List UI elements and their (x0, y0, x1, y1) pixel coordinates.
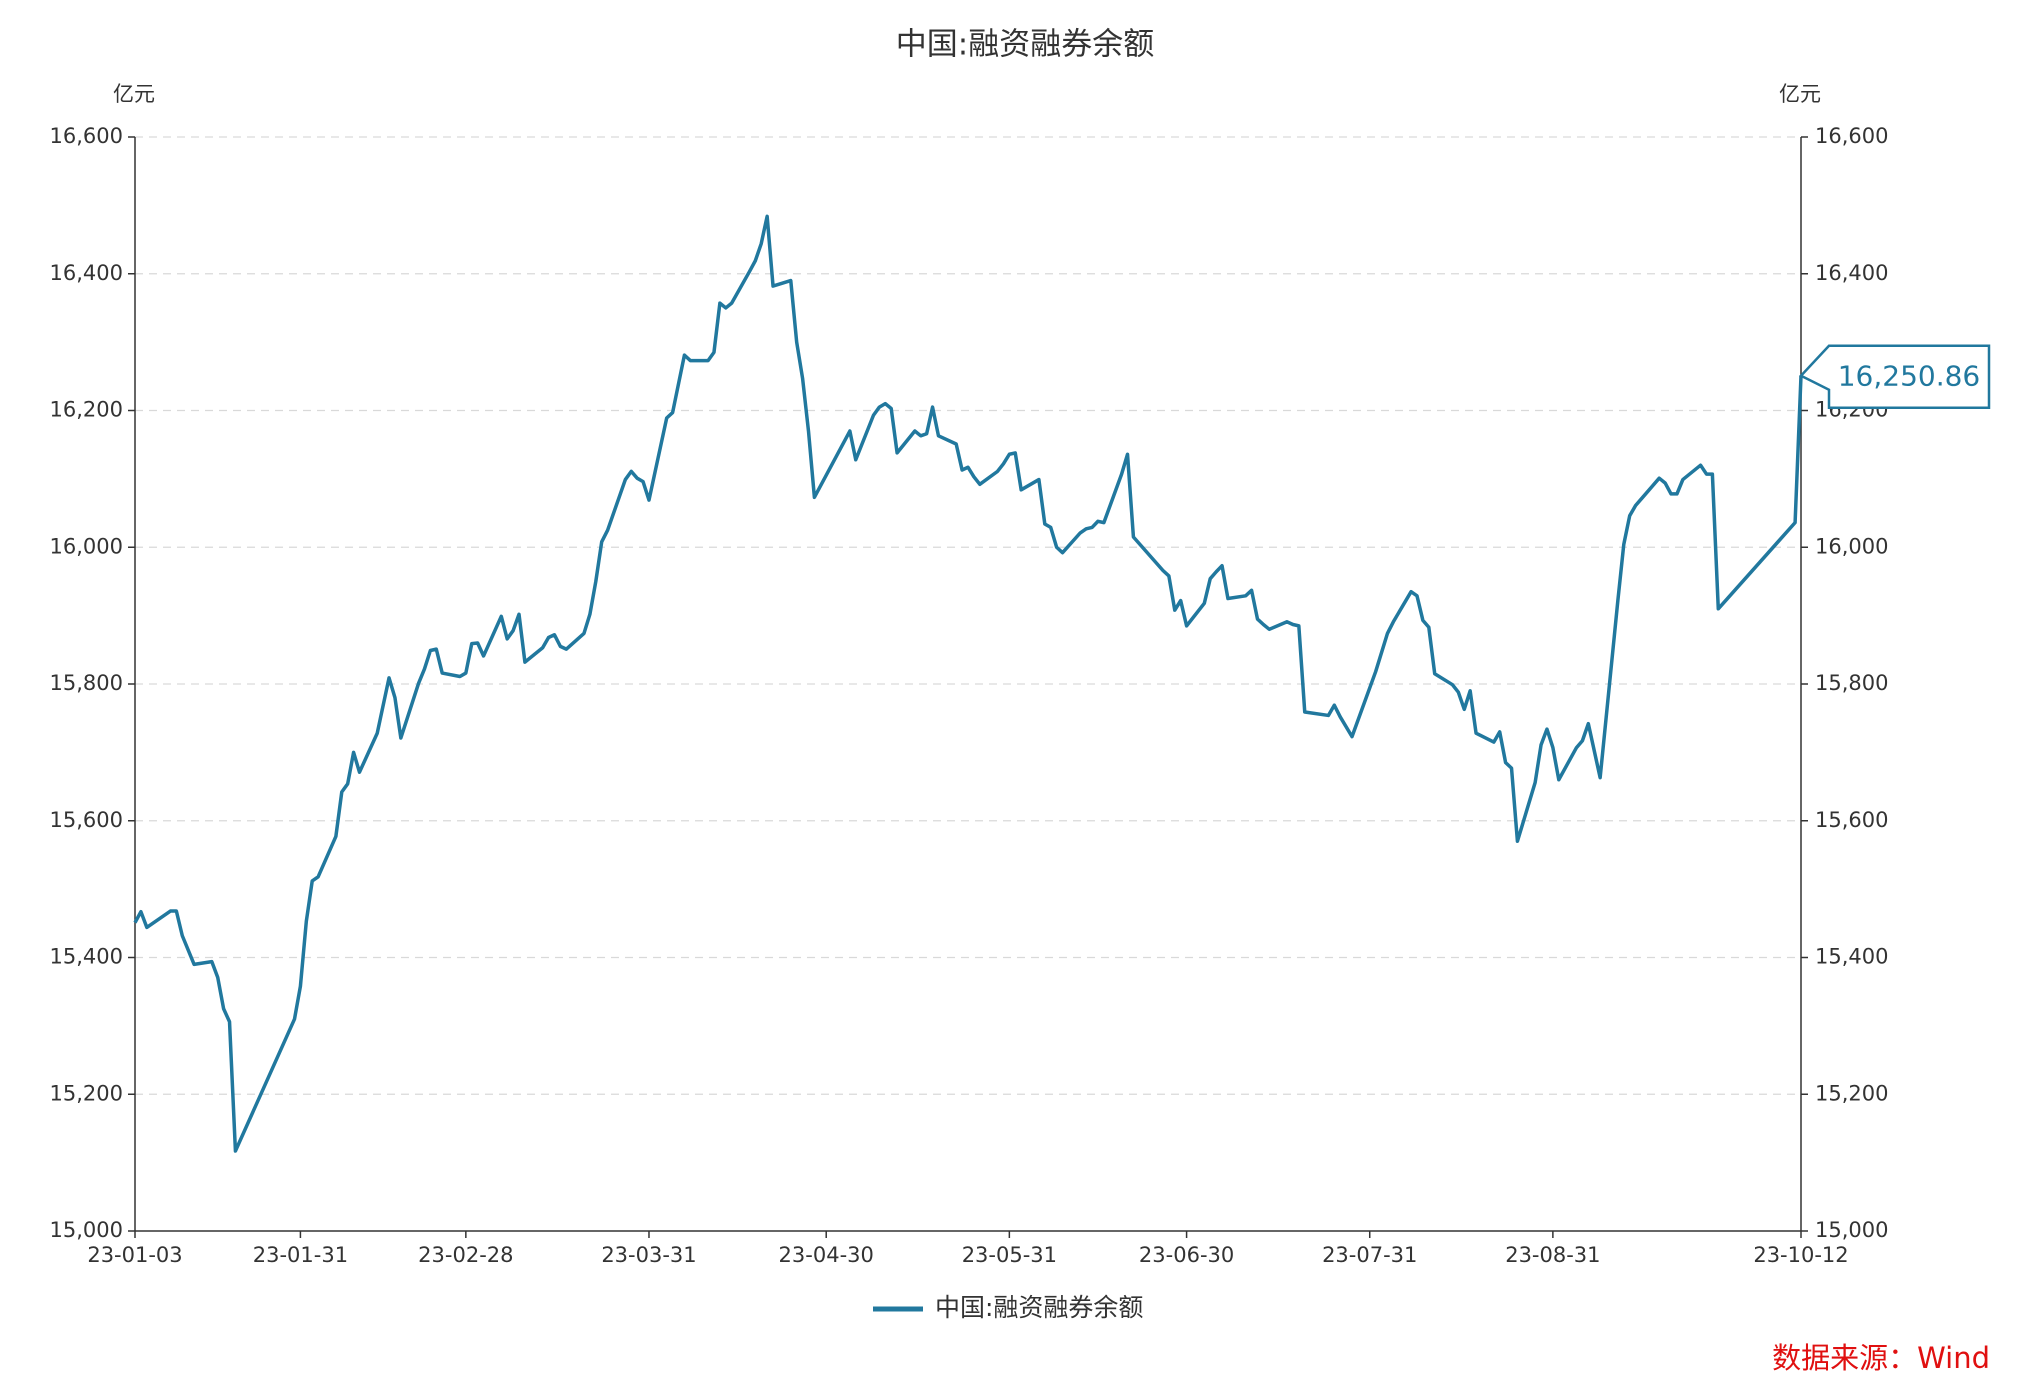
y2-tick-label: 15,400 (1815, 945, 1888, 969)
x-tick-label: 23-07-31 (1322, 1243, 1417, 1267)
x-tick-label: 23-01-03 (87, 1243, 182, 1267)
y2-tick-label: 16,600 (1815, 124, 1888, 148)
x-tick-label: 23-06-30 (1139, 1243, 1234, 1267)
y-tick-label: 16,200 (50, 398, 123, 422)
y2-tick-label: 15,000 (1815, 1218, 1888, 1242)
y2-tick-label: 15,800 (1815, 671, 1888, 695)
x-tick-label: 23-10-12 (1753, 1243, 1848, 1267)
y2-tick-label: 16,000 (1815, 534, 1888, 558)
y-tick-label: 15,400 (50, 945, 123, 969)
x-tick-label: 23-02-28 (418, 1243, 513, 1267)
y2-axis-unit: 亿元 (1779, 82, 1821, 106)
y-tick-label: 16,400 (50, 261, 123, 285)
y-tick-label: 15,200 (50, 1081, 123, 1105)
y-tick-label: 15,600 (50, 808, 123, 832)
end-label-box (1798, 344, 1991, 409)
y-tick-label: 16,000 (50, 534, 123, 558)
y-tick-label: 15,000 (50, 1218, 123, 1242)
chart-title: 中国:融资融券余额 (896, 27, 1154, 63)
x-tick-label: 23-01-31 (253, 1243, 348, 1267)
y2-tick-label: 16,400 (1815, 261, 1888, 285)
y-tick-label: 16,600 (50, 124, 123, 148)
line-series (133, 214, 1803, 1153)
source-note: 数据来源：Wind (1772, 1341, 1990, 1375)
x-tick-label: 23-05-31 (962, 1243, 1057, 1267)
y-tick-label: 15,800 (50, 671, 123, 695)
y2-tick-label: 15,600 (1815, 808, 1888, 832)
legend-label: 中国:融资融券余额 (935, 1293, 1143, 1322)
x-tick-label: 23-03-31 (601, 1243, 696, 1267)
end-label: 16,250.86 (1838, 360, 1981, 393)
x-tick-label: 23-08-31 (1505, 1243, 1600, 1267)
x-tick-label: 23-04-30 (779, 1243, 874, 1267)
y-axis-unit: 亿元 (113, 82, 155, 106)
y2-tick-label: 15,200 (1815, 1081, 1888, 1105)
